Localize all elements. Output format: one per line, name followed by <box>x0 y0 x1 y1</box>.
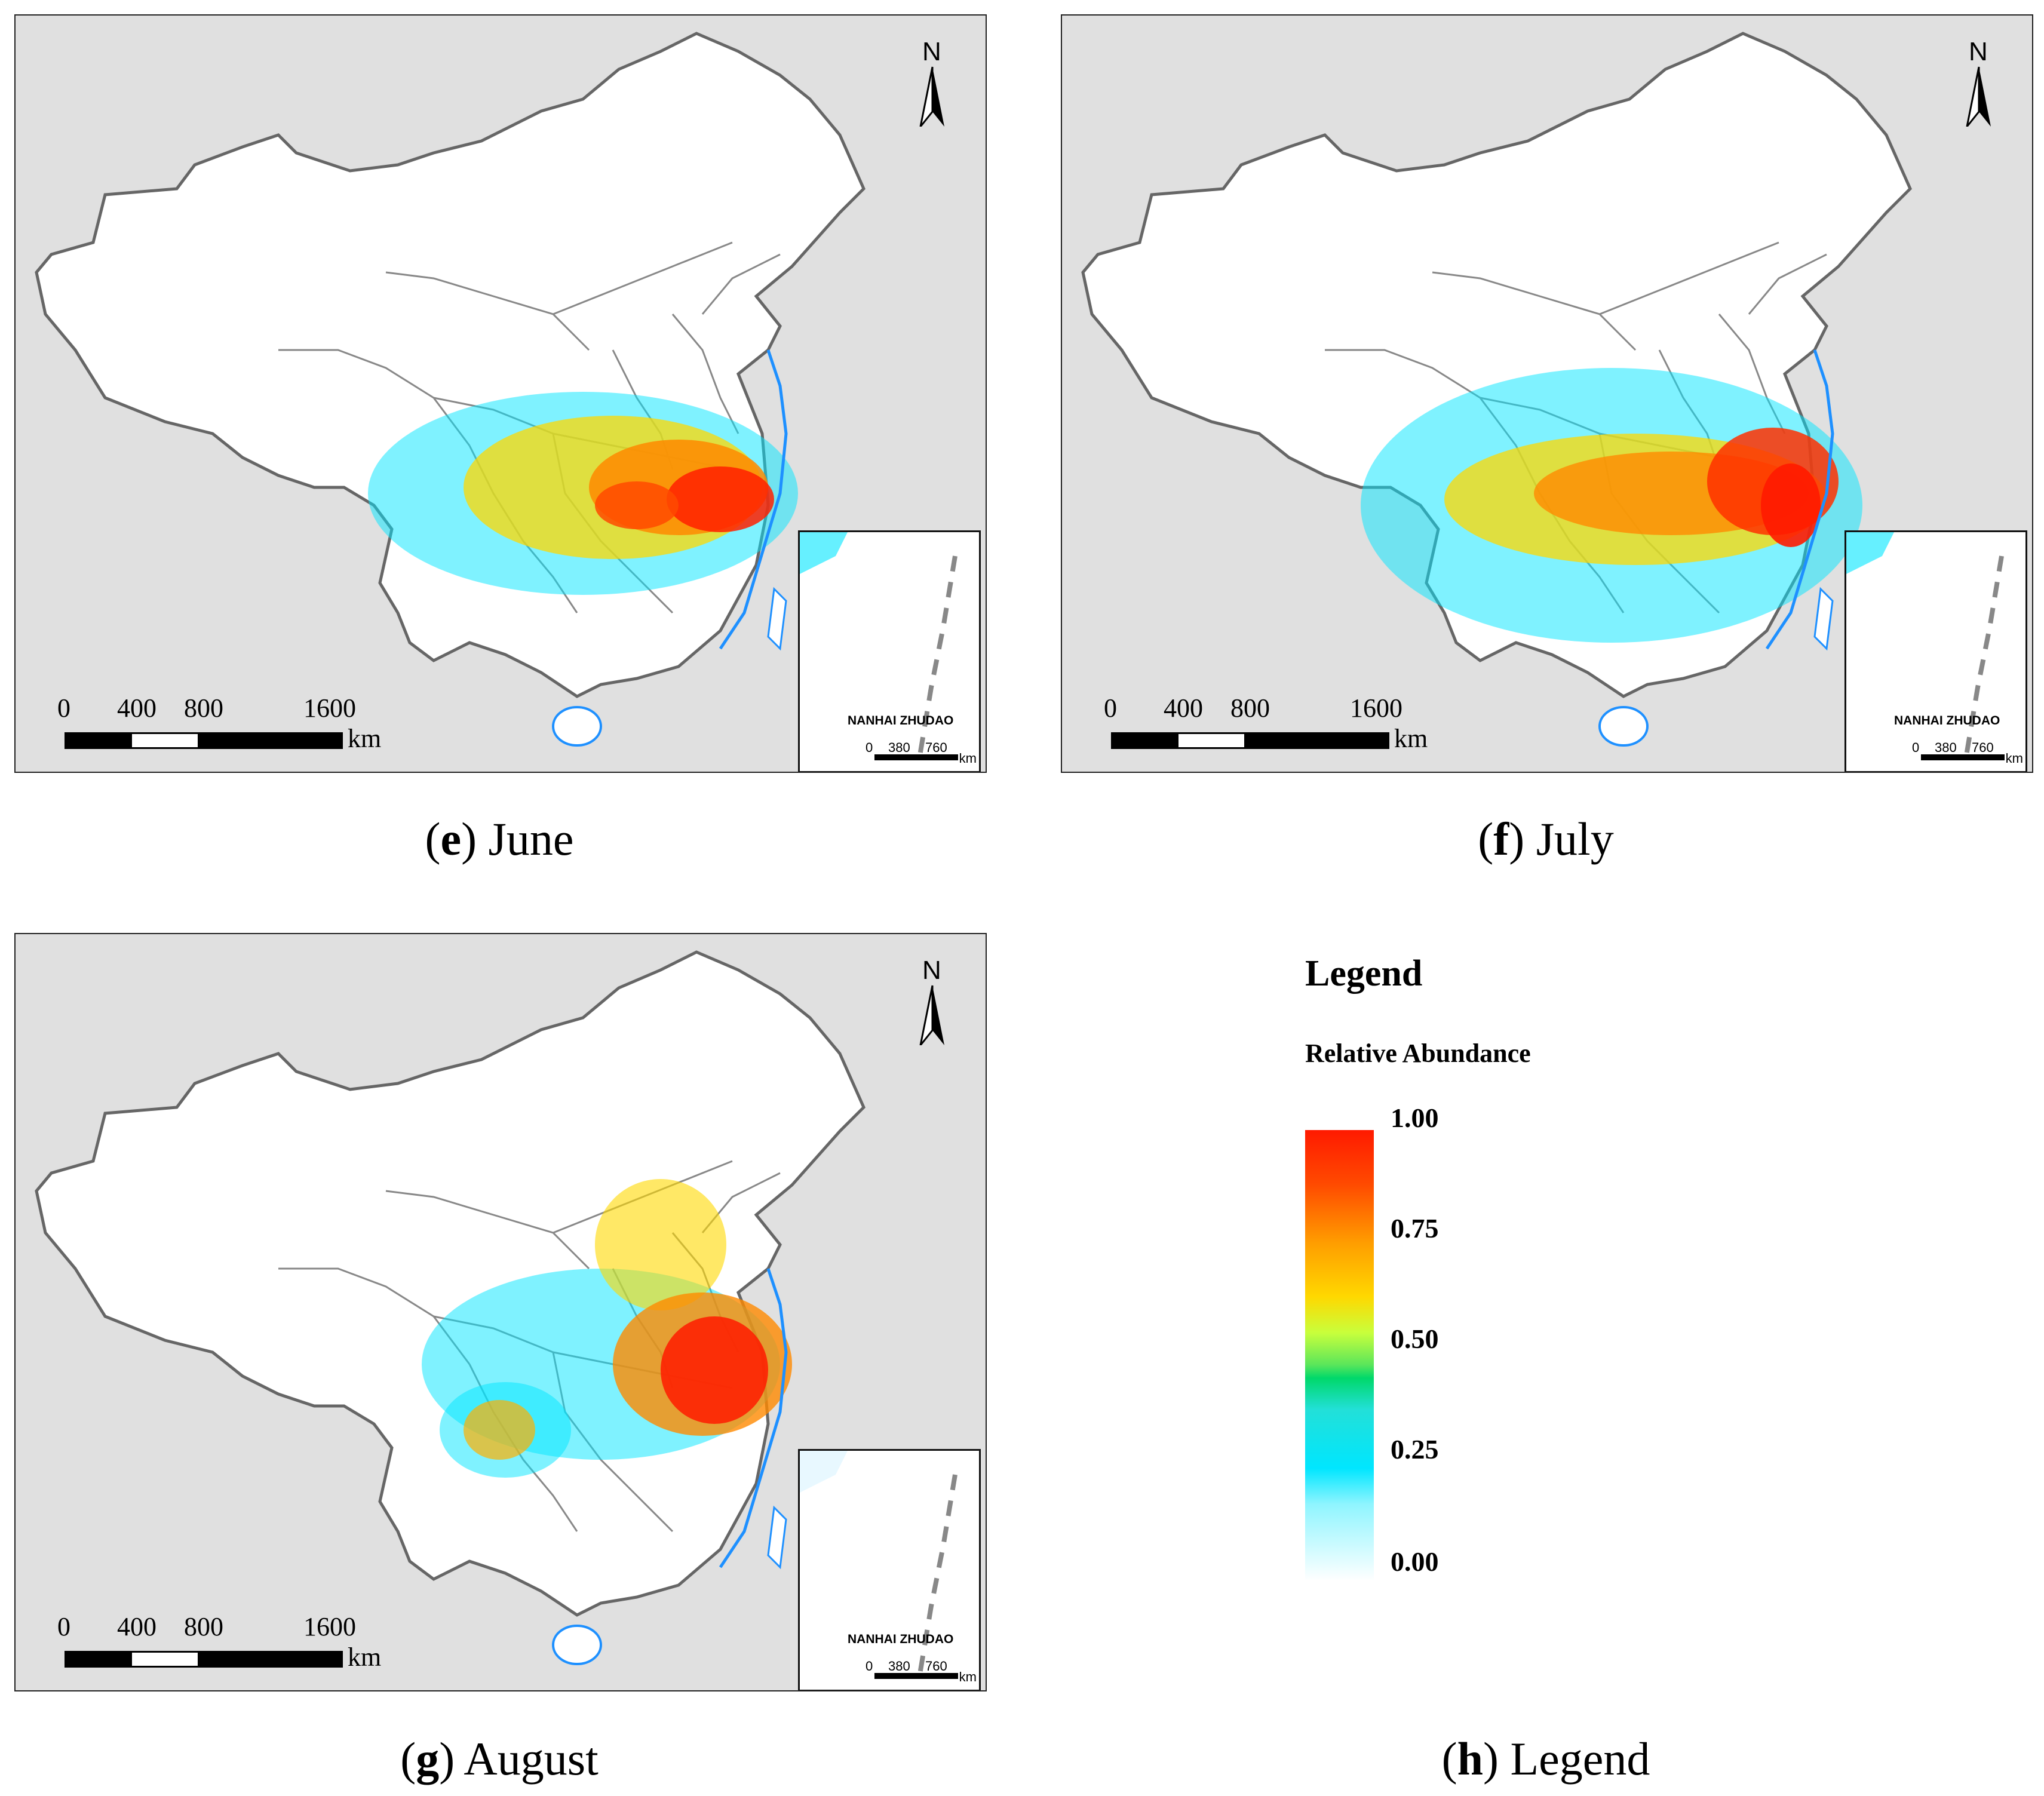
legend-subtitle: Relative Abundance <box>1305 1039 1531 1068</box>
inset-scale-bar <box>1921 754 2005 760</box>
scale-bar <box>65 1651 343 1668</box>
north-arrow-icon <box>919 985 944 1045</box>
scale-bar <box>1111 732 1389 749</box>
legend-color-ramp <box>1305 1130 1374 1581</box>
inset-scale-bar <box>874 754 958 760</box>
china-map <box>1081 32 1912 747</box>
scale-unit: km <box>1394 724 1428 753</box>
north-arrow-icon <box>1966 66 1991 127</box>
map-panel-august: N NANHAI ZHUDAO 0 380 760 km 0 400 800 1… <box>14 933 987 1691</box>
caption-august: (g) August <box>400 1733 599 1785</box>
china-map <box>35 32 866 747</box>
inset-map <box>800 1451 957 1678</box>
inset-unit: km <box>959 1669 977 1684</box>
nanhai-inset: NANHAI ZHUDAO 0 380 760 km <box>798 530 981 772</box>
inset-title: NANHAI ZHUDAO <box>848 1632 954 1646</box>
scale-unit: km <box>348 724 382 753</box>
scale-bar <box>65 732 343 749</box>
nanhai-inset: NANHAI ZHUDAO 0 380 760 km <box>798 1449 981 1690</box>
nanhai-inset: NANHAI ZHUDAO 0 380 760 km <box>1844 530 2027 772</box>
legend-tick-0-75: 0.75 <box>1391 1213 1439 1244</box>
china-map <box>35 950 866 1665</box>
abundance-heatmap <box>368 392 798 595</box>
inset-unit: km <box>959 751 977 766</box>
abundance-heatmap <box>422 1179 792 1478</box>
north-arrow: N <box>911 956 953 1045</box>
caption-legend: (h) Legend <box>1441 1733 1650 1785</box>
inset-title: NANHAI ZHUDAO <box>848 714 954 727</box>
abundance-heatmap <box>1361 368 1862 643</box>
legend-tick-0-00: 0.00 <box>1391 1546 1439 1577</box>
map-panel-july: N NANHAI ZHUDAO 0 380 760 km 0 400 800 1… <box>1061 14 2033 773</box>
scale-unit: km <box>348 1643 382 1672</box>
north-arrow: N <box>911 37 953 127</box>
caption-june: (e) June <box>425 813 574 865</box>
legend-tick-0-25: 0.25 <box>1391 1434 1439 1465</box>
legend-tick-1-00: 1.00 <box>1391 1103 1439 1133</box>
inset-map <box>1846 532 2004 760</box>
north-arrow-icon <box>919 66 944 127</box>
legend-tick-0-50: 0.50 <box>1391 1324 1439 1354</box>
inset-map <box>800 532 957 760</box>
caption-july: (f) July <box>1478 813 1614 865</box>
north-arrow: N <box>1958 37 2000 127</box>
legend-title: Legend <box>1305 953 1423 994</box>
inset-unit: km <box>2005 751 2023 766</box>
inset-scale-bar <box>874 1673 958 1679</box>
map-panel-june: N NANHAI ZHUDAO 0 380 760 km 0 400 800 1… <box>14 14 987 773</box>
inset-title: NANHAI ZHUDAO <box>1894 714 2000 727</box>
